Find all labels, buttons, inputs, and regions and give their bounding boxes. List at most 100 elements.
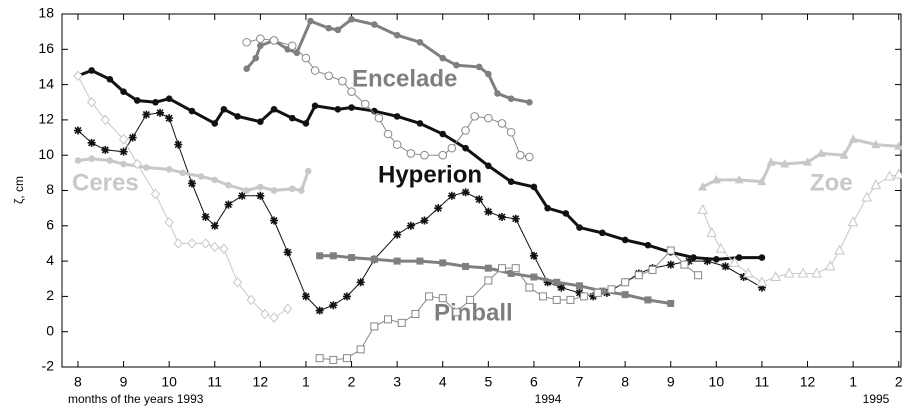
point: [342, 354, 351, 363]
point: [329, 355, 338, 364]
point: [770, 270, 781, 281]
point: [576, 224, 583, 231]
point: [73, 70, 83, 82]
x-tick-label: 7: [576, 374, 584, 390]
point: [416, 120, 424, 127]
point: [507, 95, 515, 103]
point: [242, 37, 251, 47]
point: [234, 113, 241, 120]
point: [484, 113, 493, 123]
series-line: [246, 38, 530, 158]
point: [466, 295, 475, 304]
point: [526, 98, 533, 106]
point: [393, 230, 402, 239]
point: [260, 308, 270, 320]
point: [525, 283, 534, 292]
point: [165, 95, 173, 103]
point: [589, 292, 598, 301]
point: [220, 106, 228, 113]
point: [88, 155, 95, 163]
point: [256, 191, 265, 200]
point: [252, 54, 260, 62]
point: [470, 112, 479, 121]
point: [507, 269, 515, 277]
point: [270, 187, 278, 194]
x-tick-label: 10: [709, 374, 725, 390]
point: [315, 354, 324, 363]
point: [324, 71, 334, 81]
point: [120, 88, 127, 95]
point: [118, 134, 129, 145]
point: [120, 160, 127, 168]
x-tick-label: 10: [161, 374, 177, 390]
point: [575, 288, 584, 297]
point: [334, 26, 342, 34]
x-tick-label: 9: [667, 374, 675, 390]
point: [543, 278, 552, 287]
point: [839, 150, 849, 159]
x-tick-label: 6: [530, 374, 538, 390]
point: [498, 264, 507, 273]
point: [411, 310, 420, 319]
point: [142, 110, 151, 119]
point: [698, 181, 708, 191]
x-tick-label: 2: [895, 374, 902, 390]
point: [187, 179, 196, 188]
point: [315, 306, 324, 315]
point: [406, 149, 416, 158]
point: [735, 254, 743, 261]
point: [238, 191, 247, 200]
point: [666, 260, 675, 269]
point: [485, 162, 492, 170]
point: [342, 292, 351, 301]
point: [607, 285, 616, 294]
point: [484, 207, 493, 216]
point: [393, 31, 401, 39]
point: [360, 99, 370, 109]
series-line: [77, 75, 288, 319]
point: [511, 264, 520, 273]
point: [576, 282, 584, 290]
point: [834, 244, 845, 255]
point: [246, 294, 256, 306]
point: [494, 90, 501, 97]
point: [347, 87, 356, 96]
point: [179, 169, 187, 177]
point: [287, 41, 297, 51]
point: [269, 36, 279, 45]
point: [132, 158, 142, 170]
point: [462, 262, 470, 270]
point: [288, 185, 296, 193]
point: [348, 104, 355, 111]
point: [511, 214, 520, 223]
point: [298, 187, 305, 194]
point: [525, 152, 534, 162]
x-tick-label: 3: [393, 374, 401, 390]
point: [101, 145, 110, 154]
point: [498, 212, 507, 221]
point: [371, 21, 378, 28]
point: [757, 283, 766, 292]
point: [667, 299, 675, 307]
point: [219, 243, 229, 254]
y-tick-label: 14: [38, 75, 54, 91]
point: [507, 178, 515, 185]
point: [383, 129, 393, 139]
point: [599, 229, 606, 237]
point: [703, 257, 712, 266]
point: [439, 259, 447, 267]
point: [713, 256, 720, 263]
point: [88, 67, 95, 74]
point: [106, 157, 114, 164]
point: [552, 295, 561, 304]
point: [100, 114, 110, 126]
point: [86, 96, 97, 108]
point: [694, 271, 703, 280]
series-line: [701, 137, 899, 189]
point: [173, 238, 183, 249]
point: [325, 24, 333, 32]
point: [225, 181, 232, 189]
point: [484, 264, 492, 272]
point: [803, 157, 813, 166]
